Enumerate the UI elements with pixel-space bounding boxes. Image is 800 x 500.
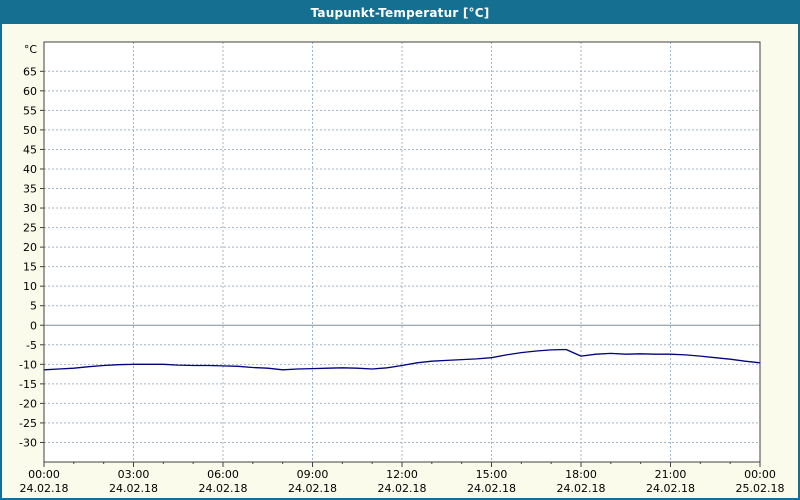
y-tick-label: -25 (19, 417, 37, 430)
plot-frame (43, 41, 761, 463)
y-tick-label: 30 (23, 202, 37, 215)
x-tick-time-label: 21:00 (655, 468, 687, 481)
y-tick-label: -15 (19, 378, 37, 391)
x-tick-date-label: 24.02.18 (646, 482, 695, 495)
x-tick-date-label: 24.02.18 (109, 482, 158, 495)
x-tick-time-label: 18:00 (565, 468, 597, 481)
x-tick-date-label: 24.02.18 (378, 482, 427, 495)
x-tick-time-label: 09:00 (297, 468, 329, 481)
y-tick-label: 0 (30, 319, 37, 332)
y-tick-label: 65 (23, 65, 37, 78)
y-tick-label: 15 (23, 261, 37, 274)
chart-area: 65 60 55 50 45 40 35 30 25 20 15 10 5 0 -5 -10 -15 -20 -25… (2, 24, 798, 498)
y-tick-label: 25 (23, 222, 37, 235)
x-tick-date-label: 25.02.18 (736, 482, 785, 495)
x-tick-time-label: 15:00 (476, 468, 508, 481)
x-tick-date-label: 24.02.18 (20, 482, 69, 495)
x-tick-date-label: 24.02.18 (467, 482, 516, 495)
y-tick-label: 50 (23, 124, 37, 137)
x-tick-time-label: 03:00 (118, 468, 150, 481)
y-tick-label: 60 (23, 85, 37, 98)
y-tick-label: 20 (23, 241, 37, 254)
y-tick-label: 10 (23, 280, 37, 293)
y-tick-label: 45 (23, 143, 37, 156)
x-tick-time-label: 00:00 (744, 468, 776, 481)
y-tick-label: -20 (19, 397, 37, 410)
x-tick-date-label: 24.02.18 (288, 482, 337, 495)
y-tick-label: 35 (23, 183, 37, 196)
y-axis-unit-label: °C (24, 43, 38, 56)
chart-plot: 65605550454035302520151050-5-10-15-20-25… (19, 41, 785, 495)
x-tick-time-label: 00:00 (28, 468, 60, 481)
x-tick-date-label: 24.02.18 (199, 482, 248, 495)
chart-title: Taupunkt-Temperatur [°C] (310, 6, 490, 20)
x-tick-time-label: 12:00 (386, 468, 418, 481)
chart-titlebar: Taupunkt-Temperatur [°C] (2, 2, 798, 24)
y-tick-label: 5 (30, 300, 37, 313)
y-tick-label: -10 (19, 358, 37, 371)
x-tick-date-label: 24.02.18 (557, 482, 606, 495)
y-tick-label: -5 (26, 339, 37, 352)
y-tick-label: 40 (23, 163, 37, 176)
y-tick-label: -30 (19, 436, 37, 449)
y-tick-label: 55 (23, 104, 37, 117)
x-tick-time-label: 06:00 (207, 468, 239, 481)
series-line (43, 348, 761, 371)
